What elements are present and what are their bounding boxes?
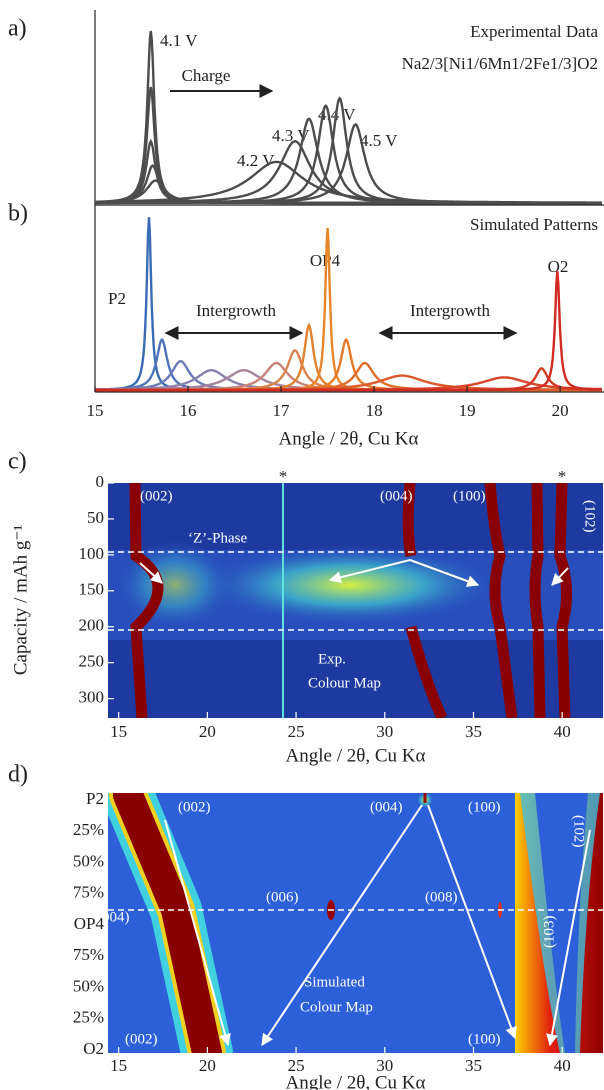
- annotation: 4.1 V: [160, 31, 198, 50]
- panel-subtitle: Na2/3[Ni1/6Mn1/2Fe1/3]O2: [402, 54, 598, 73]
- annotation: (102): [582, 500, 598, 533]
- annotation: 4.2 V: [237, 151, 275, 170]
- annotation: ‘Z’-Phase: [188, 530, 247, 546]
- exp-colour-map: [108, 483, 603, 718]
- x-tick-label: 15: [110, 1056, 127, 1075]
- annotation: (004): [380, 488, 413, 504]
- x-tick-label: 30: [376, 722, 393, 741]
- panel-title: Simulated Patterns: [470, 215, 598, 234]
- y-category-label: 25%: [73, 820, 104, 839]
- x-tick-label: 16: [180, 401, 197, 420]
- y-category-label: 75%: [73, 883, 104, 902]
- panel-label: a): [8, 16, 27, 42]
- annotation: Charge: [182, 66, 231, 85]
- annotation: (008): [425, 889, 458, 905]
- panel-label: d): [8, 762, 28, 788]
- panel-label: b): [8, 201, 28, 227]
- x-tick-label: 15: [110, 722, 127, 741]
- annotation: 4.3 V: [272, 126, 310, 145]
- y-category-label: O2: [83, 1039, 104, 1058]
- annotation: (100): [453, 488, 486, 504]
- y-tick-label: 200: [79, 616, 105, 635]
- x-tick-label: 20: [199, 722, 216, 741]
- x-axis-label: Angle / 2θ, Cu Kα: [279, 428, 419, 449]
- annotation: (006): [266, 889, 299, 905]
- annotation: (100): [468, 799, 501, 815]
- y-category-label: 75%: [73, 945, 104, 964]
- x-tick-label: 18: [366, 401, 383, 420]
- sim-colour-map: [108, 793, 603, 1053]
- x-tick-label: 25: [288, 1056, 305, 1075]
- y-category-label: 25%: [73, 1008, 104, 1027]
- annotation: O2: [548, 257, 569, 276]
- y-tick-label: 250: [79, 652, 105, 671]
- x-tick-label: 25: [288, 722, 305, 741]
- annotation: P2: [108, 289, 126, 308]
- y-category-label: P2: [86, 789, 104, 808]
- pattern-line: [95, 123, 602, 205]
- annotation: *: [279, 467, 288, 486]
- x-tick-label: 19: [459, 401, 476, 420]
- annotation: (004): [97, 909, 130, 925]
- y-category-label: 50%: [73, 851, 104, 870]
- y-tick-label: 300: [79, 688, 105, 707]
- y-category-label: OP4: [74, 914, 105, 933]
- arrows-ab: [164, 84, 518, 340]
- annotation: (002): [178, 799, 211, 815]
- y-tick-label: 150: [79, 580, 105, 599]
- annotation: (100): [468, 1031, 501, 1047]
- panel-title: Experimental Data: [470, 22, 598, 41]
- annotation: (103): [541, 916, 557, 949]
- annotation: (002): [125, 1031, 158, 1047]
- pattern-line: [95, 217, 602, 392]
- annotation: Intergrowth: [196, 301, 276, 320]
- annotation: (002): [140, 488, 173, 504]
- y-axis-label: Capacity / mAh g⁻¹: [10, 525, 31, 676]
- annotation: Exp.: [318, 651, 346, 667]
- x-tick-label: 40: [554, 722, 571, 741]
- annotation: Colour Map: [308, 675, 381, 691]
- y-tick-label: 100: [79, 544, 105, 563]
- annotation: Intergrowth: [410, 301, 490, 320]
- x-tick-label: 35: [465, 1056, 482, 1075]
- x-tick-label: 20: [552, 401, 569, 420]
- x-tick-label: 15: [87, 401, 104, 420]
- annotation: Colour Map: [300, 999, 373, 1015]
- y-tick-label: 50: [87, 508, 104, 527]
- annotation: *: [558, 467, 567, 486]
- x-axis-label: Angle / 2θ, Cu Kα: [286, 1072, 426, 1090]
- annotation: (004): [370, 799, 403, 815]
- pattern-line: [95, 227, 602, 392]
- y-category-label: 50%: [73, 976, 104, 995]
- x-tick-label: 30: [376, 1056, 393, 1075]
- pattern-line: [95, 271, 602, 392]
- y-tick-label: 0: [96, 472, 105, 491]
- annotation: (102): [571, 815, 587, 848]
- annotation: 4.5 V: [360, 131, 398, 150]
- x-axis-label: Angle / 2θ, Cu Kα: [286, 745, 426, 766]
- x-tick-label: 35: [465, 722, 482, 741]
- panel-label: c): [8, 449, 27, 475]
- x-tick-label: 20: [199, 1056, 216, 1075]
- annotation: Simulated: [304, 974, 365, 990]
- x-tick-label: 40: [554, 1056, 571, 1075]
- x-tick-label: 17: [273, 401, 291, 420]
